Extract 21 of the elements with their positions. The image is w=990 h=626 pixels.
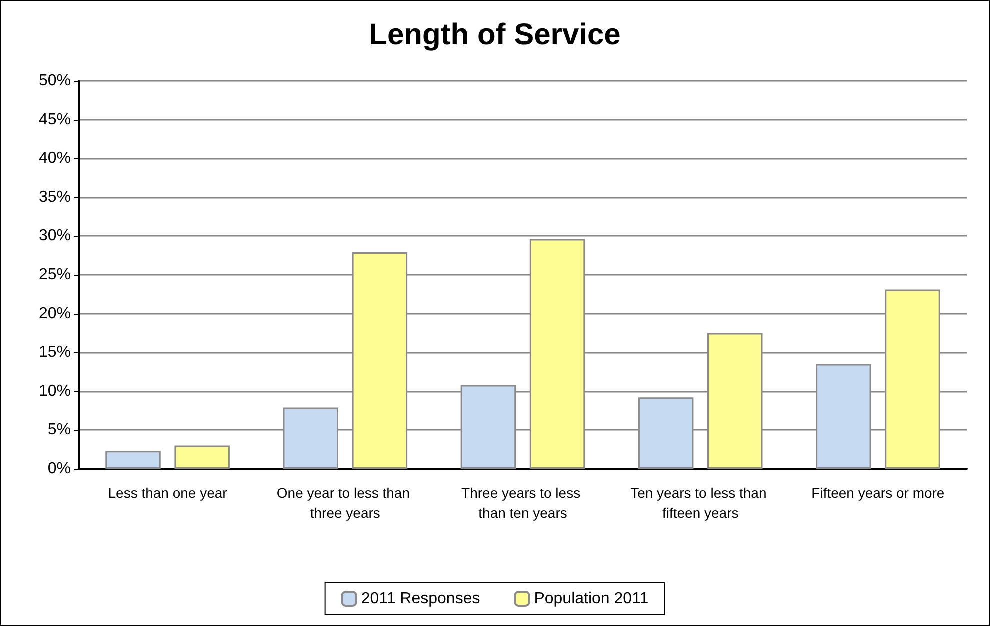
x-tick-label: Less than one year [108, 485, 228, 501]
x-tick-label: Fifteen years or more [812, 485, 945, 501]
y-tick-label: 30% [38, 228, 71, 245]
y-tick-label: 0% [48, 460, 71, 478]
bar [106, 451, 161, 469]
x-tick-label: Three years to less than ten years [462, 485, 584, 521]
bar [174, 446, 230, 469]
y-tick-label: 50% [38, 72, 71, 90]
y-tick-label: 25% [38, 266, 71, 284]
y-tick-label: 45% [38, 111, 71, 128]
y-tick-label: 20% [38, 305, 71, 322]
y-tick-label: 5% [48, 422, 71, 439]
x-tick-label: Ten years to less than fifteen years [630, 485, 771, 521]
y-tick-label: 35% [38, 188, 71, 206]
y-tick-label: 15% [38, 344, 71, 362]
y-tick-label: 40% [38, 150, 71, 168]
chart-title: Length of Service [369, 18, 621, 52]
legend-label: Population 2011 [534, 590, 649, 608]
legend-label: 2011 Responses [361, 590, 480, 608]
x-tick-label: One year to less than three years [276, 485, 414, 521]
y-tick-label: 10% [38, 382, 71, 400]
